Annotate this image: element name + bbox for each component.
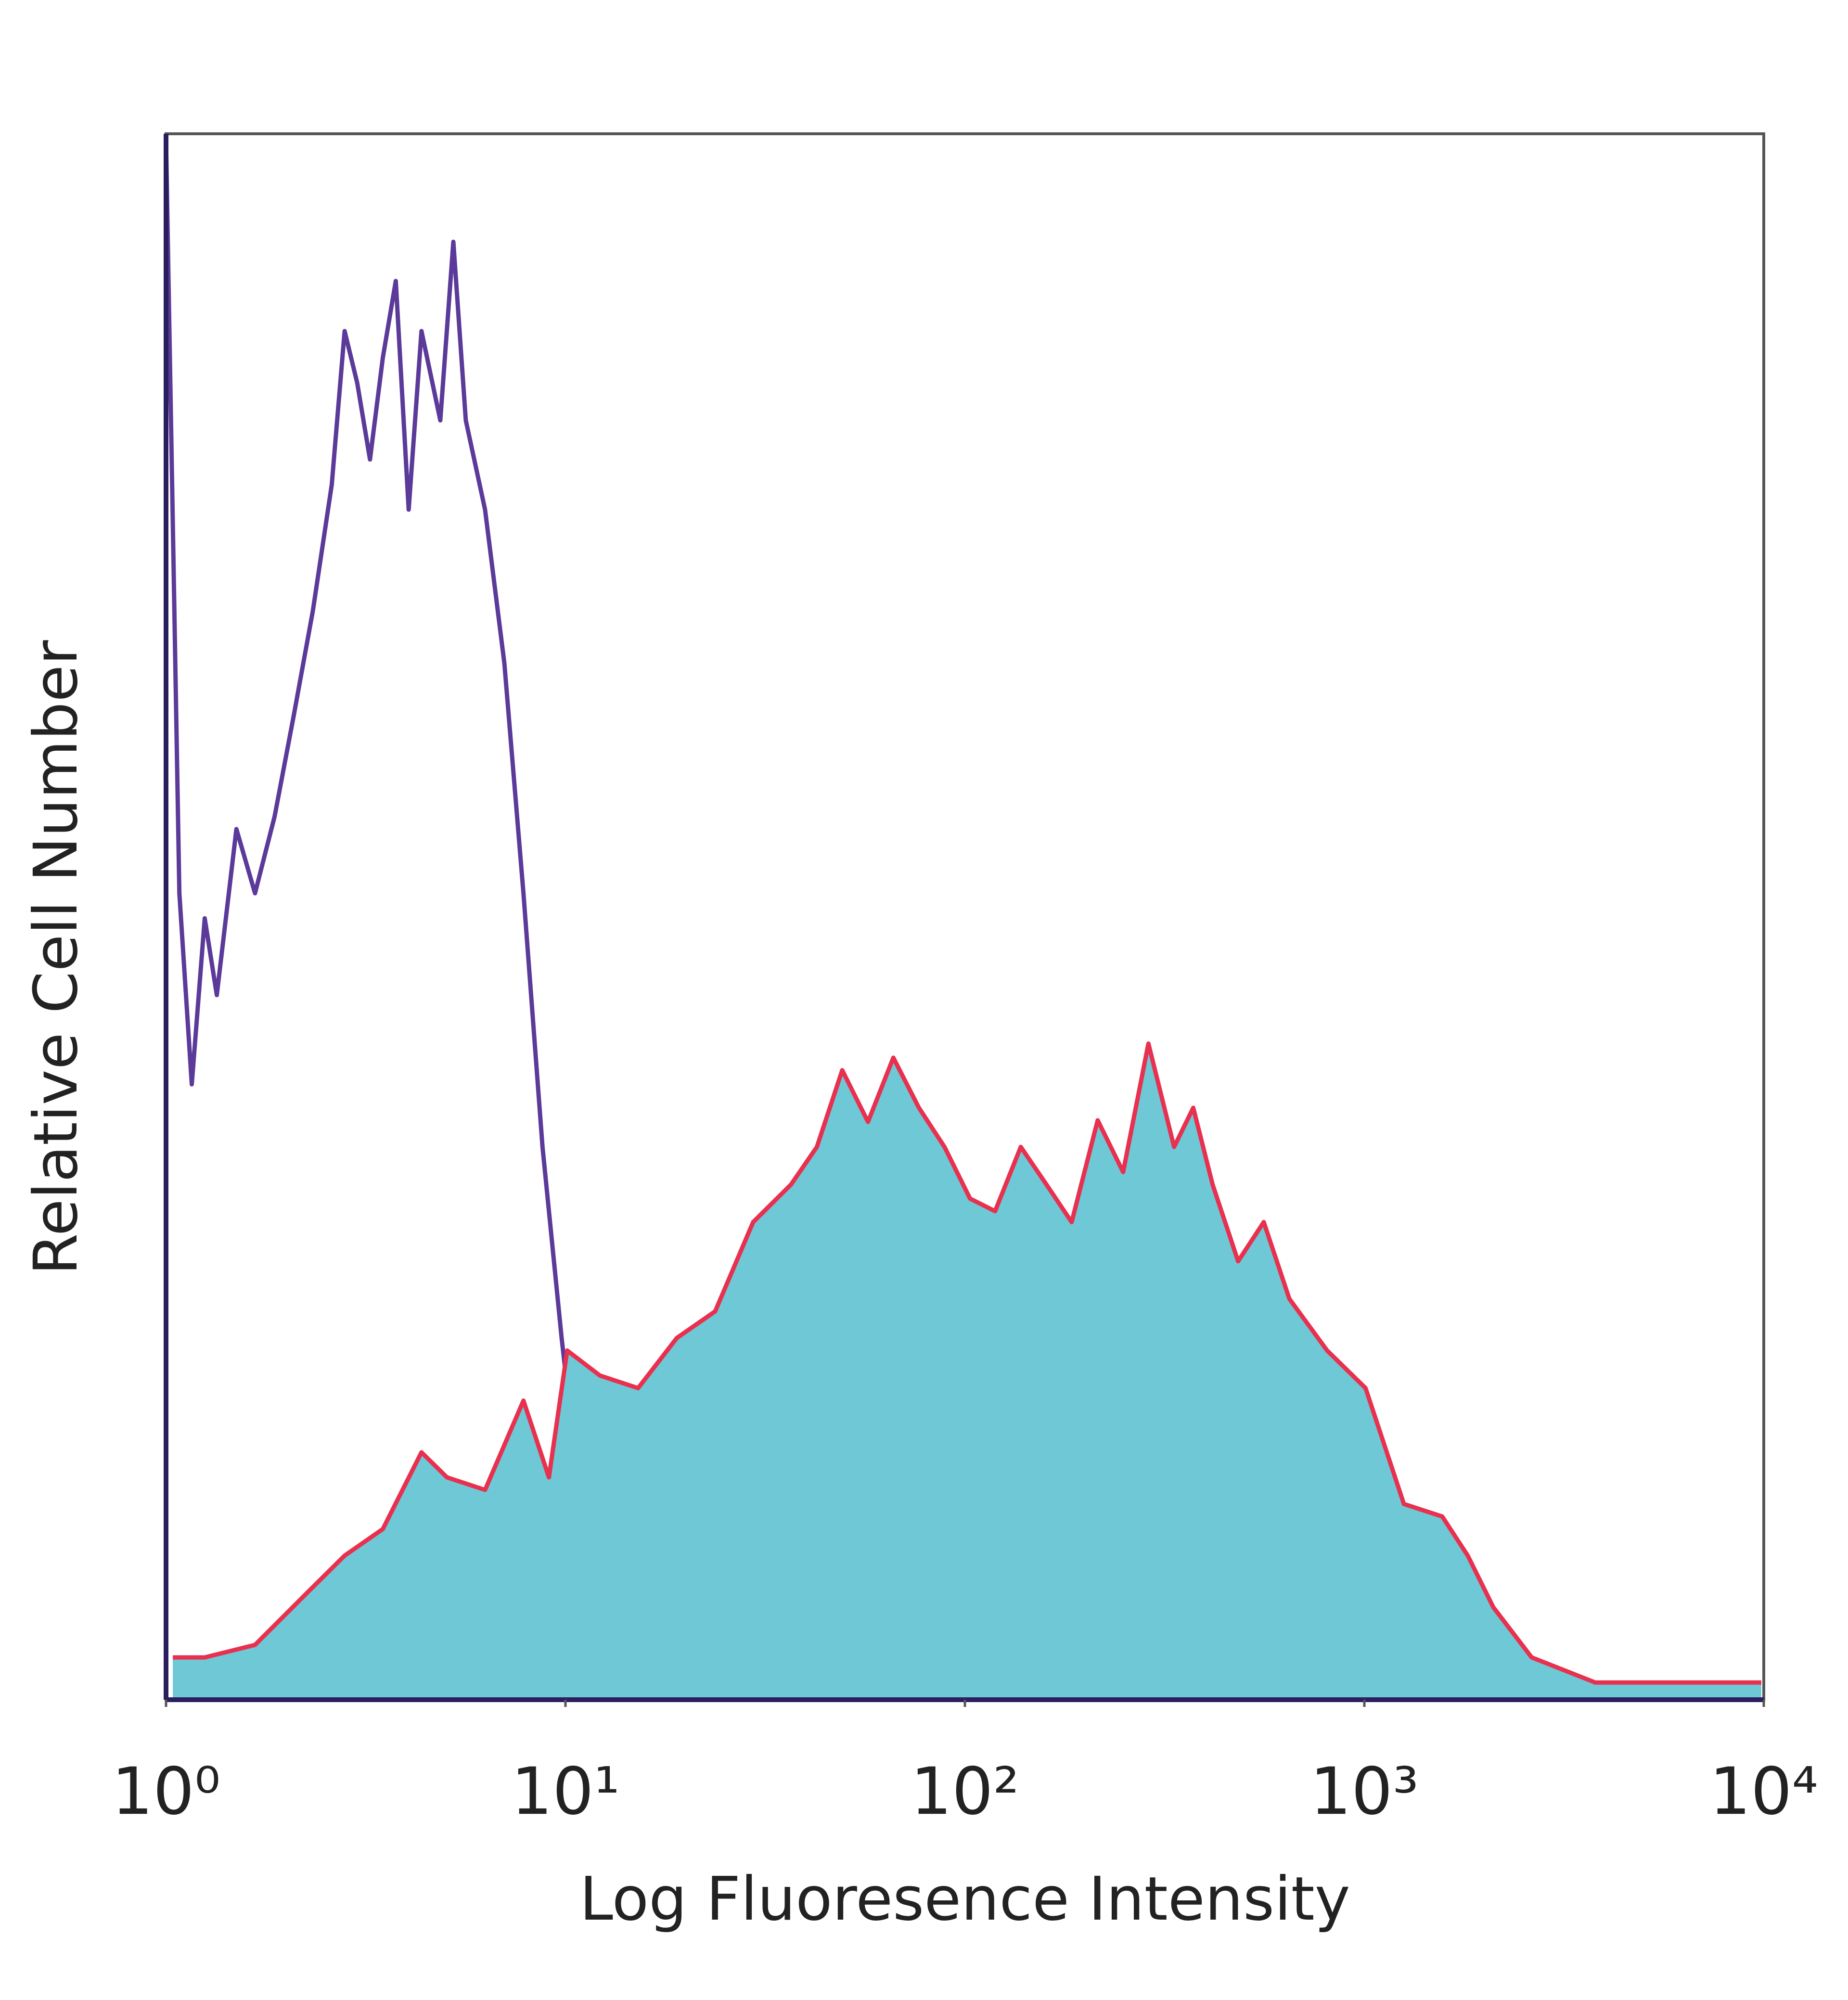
- x-tick-label: 10⁴: [1709, 1754, 1818, 1829]
- x-tick-label: 10³: [1310, 1754, 1419, 1829]
- y-axis-label: Relative Cell Number: [21, 640, 91, 1275]
- x-tick-label: 10⁰: [112, 1754, 220, 1829]
- line: [173, 1041, 1761, 1685]
- area: [173, 1043, 1761, 1700]
- x-tick-label: 10²: [911, 1754, 1019, 1829]
- x-axis-label: Log Fluoresence Intensity: [579, 1864, 1350, 1934]
- x-tick-label: 10¹: [511, 1754, 620, 1829]
